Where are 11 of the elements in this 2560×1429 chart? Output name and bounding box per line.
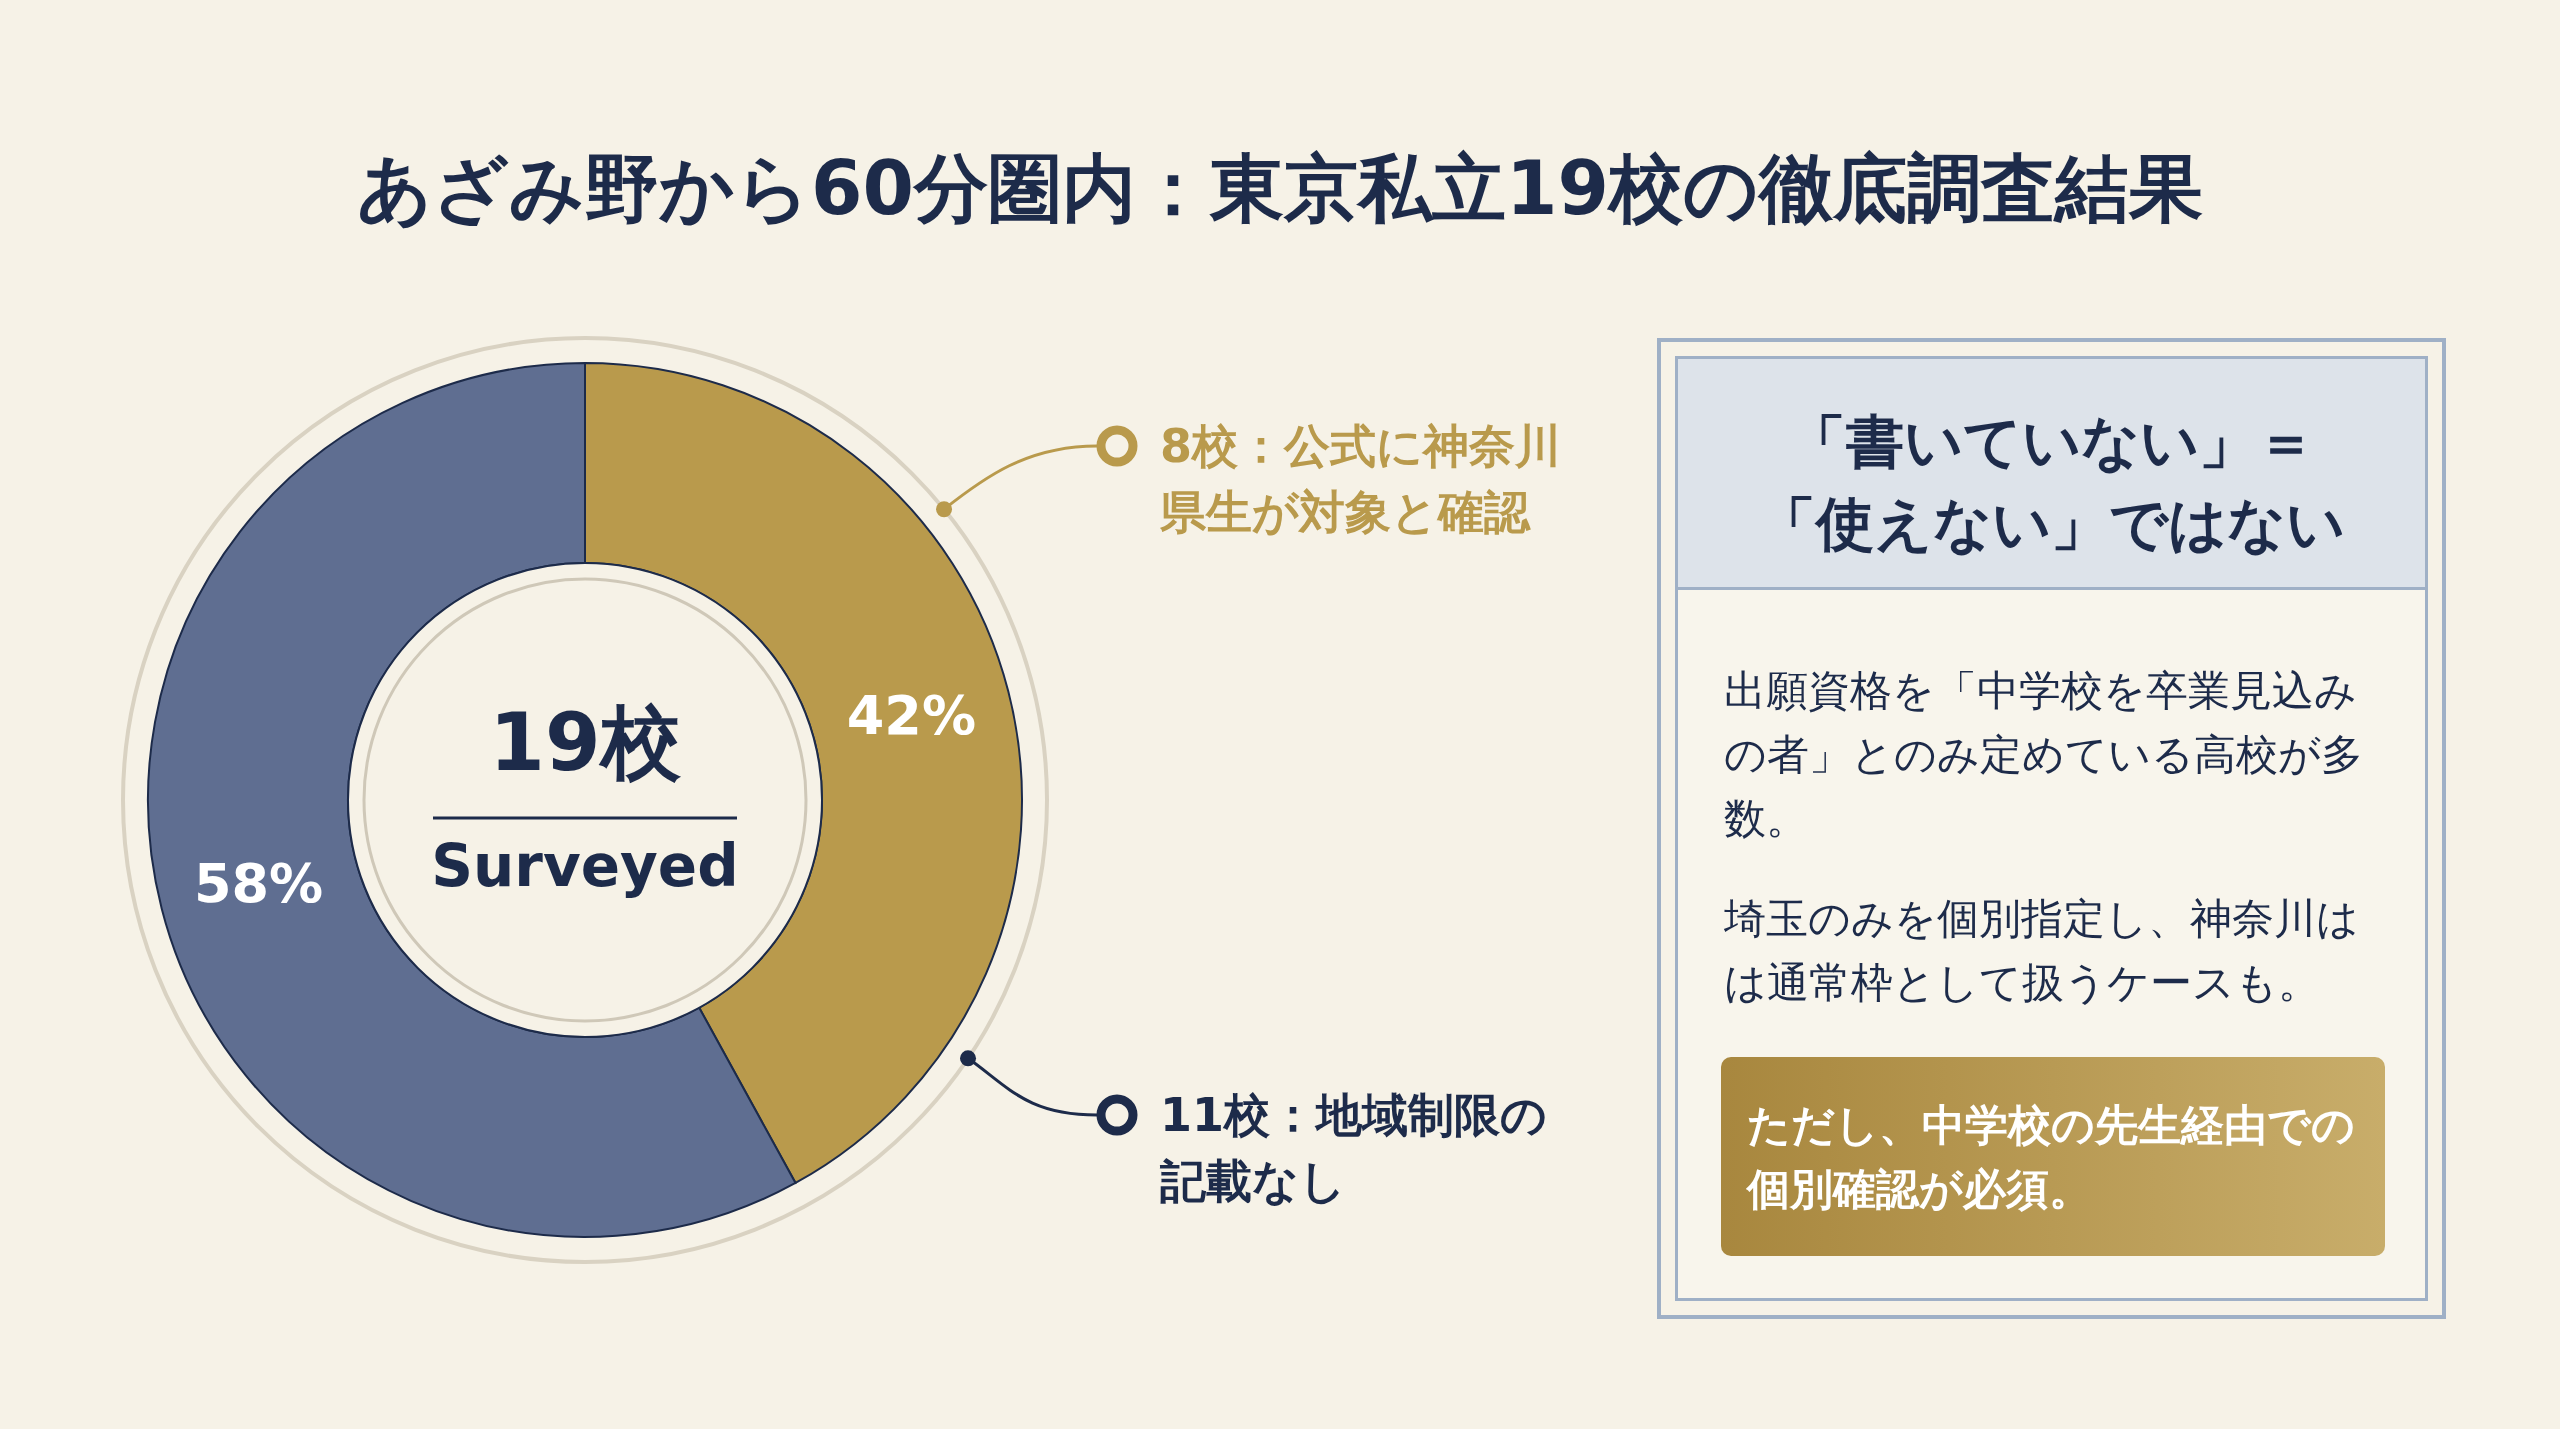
legend-label: 11校：地域制限の記載なし (1160, 1087, 1548, 1210)
data-label: 42% (846, 684, 977, 748)
text: 「書いていない」＝「使えない」ではない (1757, 407, 2346, 560)
text: 埼玉のみを個別指定し、神奈川はは通常枠として扱うケースも。 (1724, 893, 2360, 1009)
chart-title: あざみ野から60分圏内：東京私立19校の徹底調査結果 (356, 144, 2204, 233)
text: 出願資格を「中学校を卒業見込みの者」とのみ定めている高校が多数。 (1724, 665, 2364, 845)
data-label: 58% (193, 851, 324, 915)
text: Surveyed (431, 832, 739, 900)
text: ただし、中学校の先生経由での個別確認が必須。 (1747, 1099, 2356, 1216)
text: 19校 (489, 696, 682, 789)
legend-label: 8校：公式に神奈川県生が対象と確認 (1160, 418, 1562, 541)
